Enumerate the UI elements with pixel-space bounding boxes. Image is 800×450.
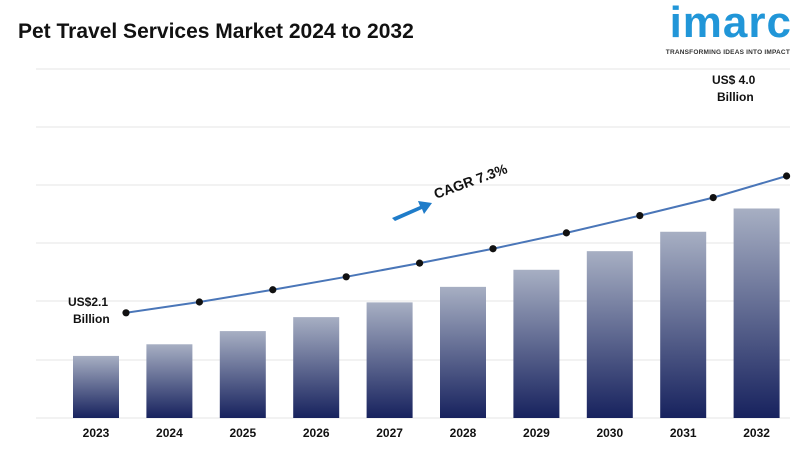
x-tick-2025: 2025 <box>229 426 256 440</box>
bar-2023 <box>73 355 119 418</box>
trend-point-2025 <box>269 286 277 294</box>
cagr-label: CAGR 7.3% <box>432 160 510 202</box>
bar-2029 <box>513 269 560 418</box>
bar-2026 <box>293 317 340 418</box>
trend-point-2029 <box>562 229 571 237</box>
x-tick-2027: 2027 <box>376 426 403 440</box>
trend-line <box>122 172 791 317</box>
x-tick-2026: 2026 <box>303 426 330 440</box>
trend-point-2024 <box>195 298 203 306</box>
start-value-line1: US$2.1 <box>68 295 108 309</box>
bars <box>73 208 780 418</box>
bar-2028 <box>440 286 486 418</box>
bar-2024 <box>146 344 193 418</box>
end-value-line1: US$ 4.0 <box>712 73 756 87</box>
x-tick-2023: 2023 <box>83 426 110 440</box>
bar-2027 <box>366 302 413 418</box>
start-value-line2: Billion <box>73 312 110 326</box>
trend-point-2031 <box>709 194 717 202</box>
trend-point-2030 <box>636 212 644 220</box>
bar-2031 <box>660 231 707 418</box>
x-tick-2032: 2032 <box>743 426 770 440</box>
x-tick-2031: 2031 <box>670 426 697 440</box>
x-axis-ticks: 2023 2024 2025 2026 2027 2028 2029 2030 2031 2032 <box>83 426 771 440</box>
trend-point-2026 <box>342 273 350 281</box>
bar-2030 <box>586 251 633 418</box>
bar-2032 <box>733 208 780 418</box>
x-tick-2029: 2029 <box>523 426 550 440</box>
imarc-logo: imarc TRANSFORMING IDEAS INTO IMPACT <box>642 0 792 60</box>
x-tick-2028: 2028 <box>450 426 477 440</box>
logo-tagline: TRANSFORMING IDEAS INTO IMPACT <box>665 49 790 56</box>
end-value-line2: Billion <box>717 90 754 104</box>
cagr-arrow-icon <box>392 201 432 221</box>
trend-point-2032 <box>783 172 791 180</box>
callouts: US$2.1 Billion US$ 4.0 Billion <box>68 73 756 326</box>
trend-point-2027 <box>416 259 424 267</box>
cagr-arrow-group: CAGR 7.3% <box>392 160 510 221</box>
trend-point-2028 <box>489 245 497 253</box>
x-tick-2024: 2024 <box>156 426 183 440</box>
x-tick-2030: 2030 <box>596 426 623 440</box>
bar-2025 <box>219 331 266 418</box>
trend-point-2023 <box>122 309 130 317</box>
trend-line-path <box>125 175 787 314</box>
logo-wordmark: imarc <box>669 0 792 47</box>
chart-title: Pet Travel Services Market 2024 to 2032 <box>18 20 414 43</box>
